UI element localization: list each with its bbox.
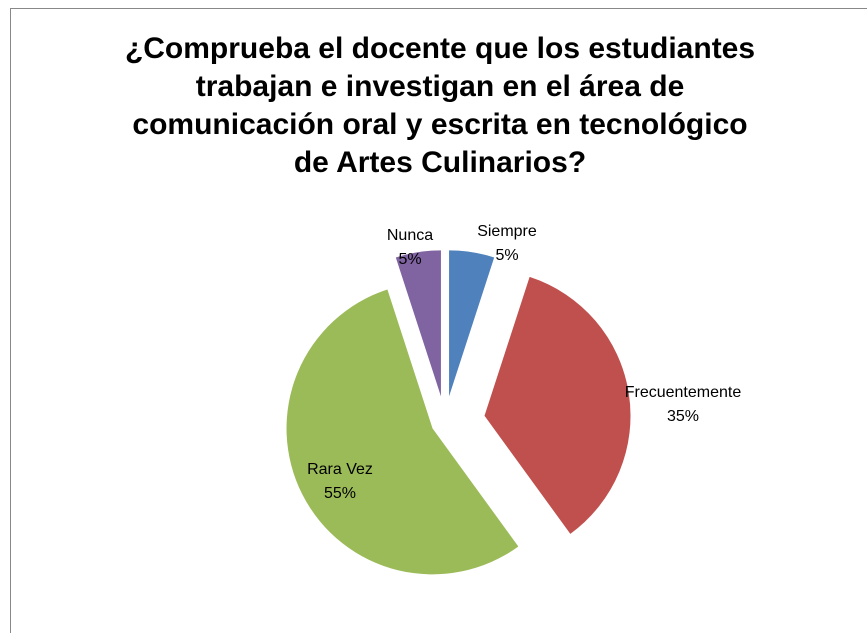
slice-label: Siempre <box>477 223 537 240</box>
slice-label: Nunca <box>387 227 433 244</box>
chart-title: ¿Comprueba el docente que los estudiante… <box>124 32 756 179</box>
slice-value-label: 5% <box>398 251 421 268</box>
slice-label: Rara Vez <box>307 461 373 478</box>
pie-slice <box>449 250 495 397</box>
chart-border <box>10 8 867 633</box>
slice-value-label: 55% <box>324 485 356 502</box>
slice-value-label: 5% <box>495 247 518 264</box>
pie-slice <box>484 276 631 534</box>
pie-slice <box>286 289 519 575</box>
pie-slice <box>395 250 441 397</box>
slice-label: Frecuentemente <box>625 384 742 401</box>
slice-value-label: 35% <box>667 408 699 425</box>
